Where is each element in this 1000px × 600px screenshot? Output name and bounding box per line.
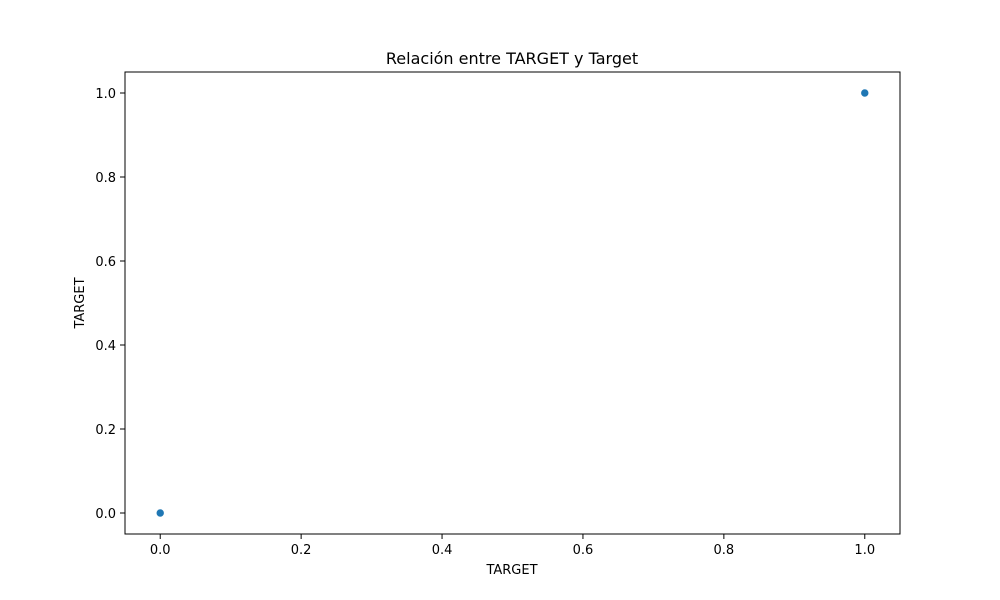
x-tick-label: 1.0 — [854, 543, 875, 558]
y-axis: 0.0 0.2 0.4 0.6 0.8 1.0 — [95, 87, 125, 522]
x-tick-label: 0.8 — [714, 543, 735, 558]
x-tick-label: 0.6 — [573, 543, 594, 558]
scatter-point — [860, 88, 870, 98]
y-tick-label: 0.6 — [95, 255, 116, 270]
x-axis: 0.0 0.2 0.4 0.6 0.8 1.0 — [150, 534, 875, 558]
y-tick-label: 0.4 — [95, 339, 116, 354]
y-axis-label: TARGET — [73, 277, 88, 329]
x-tick-label: 0.4 — [432, 543, 453, 558]
chart-title: Relación entre TARGET y Target — [386, 49, 638, 68]
y-tick-label: 1.0 — [95, 87, 116, 102]
scatter-point — [155, 508, 165, 518]
plot-area — [124, 71, 901, 535]
y-tick-label: 0.2 — [95, 423, 116, 438]
y-tick-label: 0.0 — [95, 507, 116, 522]
x-tick-label: 0.0 — [150, 543, 171, 558]
x-tick-label: 0.2 — [291, 543, 312, 558]
data-points — [155, 88, 870, 518]
x-axis-label: TARGET — [485, 563, 537, 578]
y-tick-label: 0.8 — [95, 171, 116, 186]
